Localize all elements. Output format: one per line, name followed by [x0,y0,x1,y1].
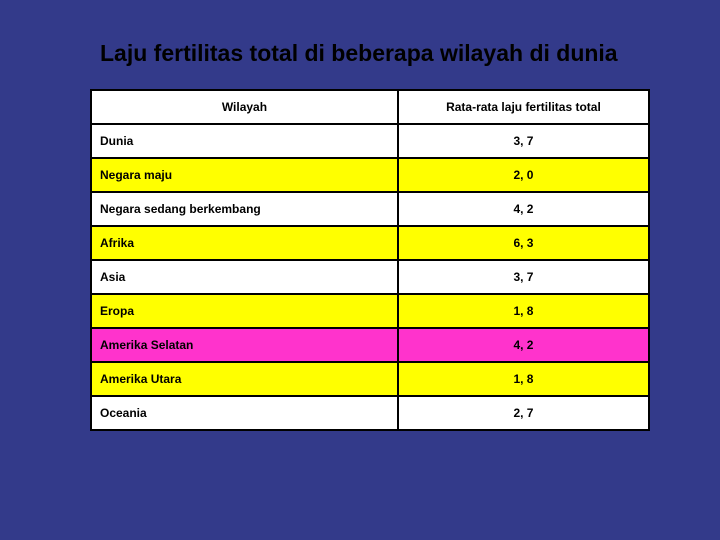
cell-region: Asia [91,260,398,294]
table-row: Dunia3, 7 [91,124,649,158]
cell-region: Dunia [91,124,398,158]
table-row: Amerika Utara1, 8 [91,362,649,396]
slide-title: Laju fertilitas total di beberapa wilaya… [100,40,660,67]
cell-region: Amerika Selatan [91,328,398,362]
cell-region: Negara maju [91,158,398,192]
col-value: Rata-rata laju fertilitas total [398,90,649,124]
cell-value: 6, 3 [398,226,649,260]
cell-region: Amerika Utara [91,362,398,396]
table-row: Afrika6, 3 [91,226,649,260]
cell-value: 1, 8 [398,294,649,328]
table-row: Amerika Selatan4, 2 [91,328,649,362]
cell-region: Oceania [91,396,398,430]
cell-value: 4, 2 [398,328,649,362]
table-row: Negara maju2, 0 [91,158,649,192]
col-region: Wilayah [91,90,398,124]
cell-value: 1, 8 [398,362,649,396]
table-row: Negara sedang berkembang4, 2 [91,192,649,226]
table-row: Asia3, 7 [91,260,649,294]
fertility-table: Wilayah Rata-rata laju fertilitas total … [90,89,650,431]
cell-region: Negara sedang berkembang [91,192,398,226]
slide: Laju fertilitas total di beberapa wilaya… [0,0,720,540]
cell-value: 2, 0 [398,158,649,192]
cell-value: 2, 7 [398,396,649,430]
table-row: Eropa1, 8 [91,294,649,328]
cell-value: 4, 2 [398,192,649,226]
table-header-row: Wilayah Rata-rata laju fertilitas total [91,90,649,124]
cell-value: 3, 7 [398,124,649,158]
cell-region: Afrika [91,226,398,260]
cell-value: 3, 7 [398,260,649,294]
cell-region: Eropa [91,294,398,328]
table-row: Oceania2, 7 [91,396,649,430]
